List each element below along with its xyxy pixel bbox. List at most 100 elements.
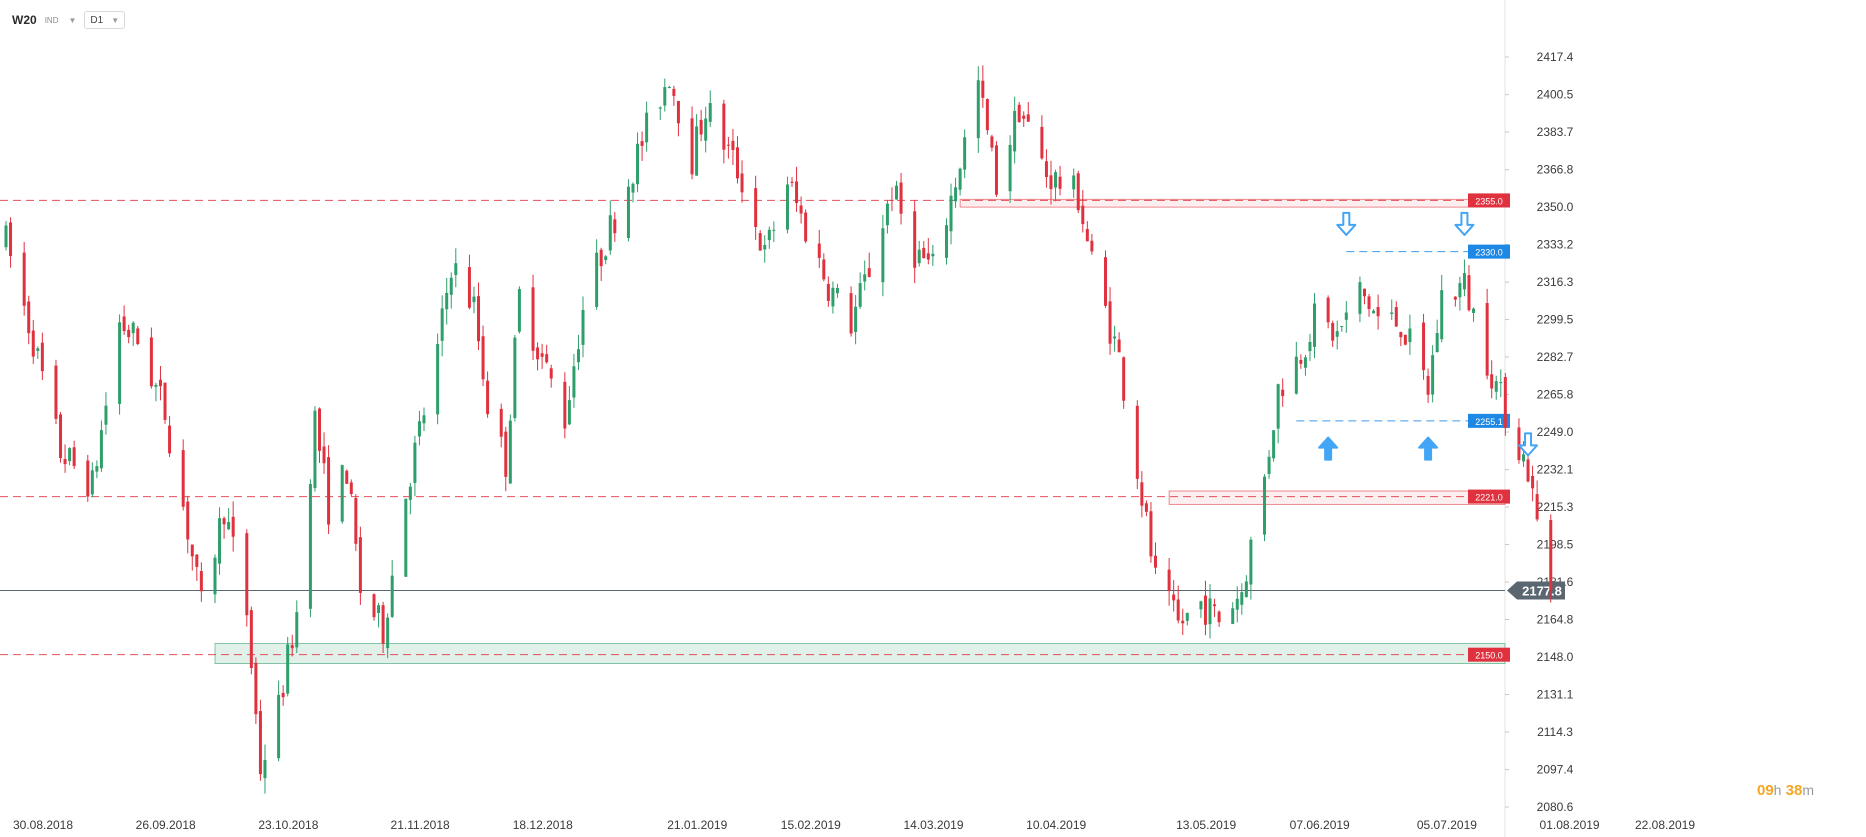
candle-body	[31, 330, 35, 357]
candle-body	[931, 253, 935, 257]
y-tick-label: 2400.5	[1537, 88, 1574, 102]
candle	[758, 230, 762, 251]
candle-body	[472, 296, 476, 303]
candle	[1090, 233, 1094, 255]
candle-body	[163, 382, 167, 420]
candle	[1499, 369, 1503, 398]
arrow-shape	[1418, 436, 1439, 461]
timeframe-select[interactable]: D1 ▼	[84, 11, 126, 29]
candle-body	[417, 421, 421, 437]
candle-body	[1303, 357, 1307, 368]
candle	[1440, 274, 1444, 343]
candle-body	[899, 182, 903, 214]
candle-body	[799, 205, 803, 214]
candle-body	[1344, 312, 1348, 320]
candle	[1058, 165, 1062, 196]
candle	[949, 183, 953, 245]
candle-body	[704, 118, 708, 141]
candle-body	[1435, 333, 1439, 353]
candle-body	[1281, 389, 1285, 397]
candle	[1135, 400, 1139, 490]
arrow-up-icon	[1318, 436, 1339, 461]
candle	[531, 274, 535, 361]
candle	[567, 385, 571, 426]
candle	[1494, 375, 1498, 400]
candle-body	[231, 516, 235, 537]
candle	[445, 277, 449, 325]
chevron-down-icon[interactable]: ▼	[68, 15, 77, 25]
candle-body	[1135, 405, 1139, 479]
candle	[517, 286, 521, 334]
candle	[785, 176, 789, 234]
candle-body	[354, 498, 358, 544]
candle-body	[90, 470, 94, 495]
candle-body	[195, 554, 199, 567]
candle-body	[1217, 611, 1221, 623]
candle	[9, 217, 13, 268]
candle-body	[699, 119, 703, 135]
y-tick-label: 2299.5	[1537, 313, 1574, 327]
candle-body	[944, 225, 948, 258]
candle-body	[1408, 328, 1412, 343]
candle-body	[1122, 357, 1126, 401]
candle	[508, 414, 512, 484]
candle	[1458, 276, 1462, 311]
candle	[658, 106, 662, 120]
candle-body	[1167, 569, 1171, 592]
candle-body	[636, 143, 640, 185]
candle-body	[436, 343, 440, 415]
candle-body	[1462, 273, 1466, 290]
candle-body	[917, 249, 921, 264]
candle-body	[104, 405, 108, 425]
y-tick-label: 2131.1	[1537, 688, 1574, 702]
symbol-label[interactable]: W20	[12, 13, 37, 27]
candle	[249, 606, 253, 675]
candle	[36, 346, 40, 359]
candle	[408, 482, 412, 515]
candle	[1240, 583, 1244, 615]
x-tick-label: 15.02.2019	[781, 818, 841, 832]
candle	[277, 680, 281, 762]
candle	[1235, 586, 1239, 623]
candle	[699, 109, 703, 142]
candle	[636, 132, 640, 193]
candle	[327, 445, 331, 534]
candle-body	[1072, 175, 1076, 190]
candle-body	[481, 336, 485, 380]
candle-body	[9, 222, 13, 257]
candle-body	[1503, 377, 1507, 428]
candle	[1294, 341, 1298, 395]
candle	[1044, 149, 1048, 188]
candle-body	[477, 296, 481, 342]
candle	[1403, 334, 1407, 346]
candle-body	[190, 544, 194, 557]
candle-body	[281, 692, 285, 698]
candle-body	[372, 594, 376, 618]
candle-body	[731, 140, 735, 150]
candle	[1176, 585, 1180, 624]
candle-body	[754, 188, 758, 227]
candle	[27, 295, 31, 345]
candle-body	[154, 384, 158, 387]
candle	[804, 209, 808, 244]
candle-body	[249, 610, 253, 668]
candle	[667, 85, 671, 89]
candle-body	[981, 80, 985, 98]
candle-body	[1017, 104, 1021, 123]
candle-body	[1485, 302, 1489, 376]
candle	[1008, 135, 1012, 204]
candle-body	[1294, 356, 1298, 394]
candle-body	[59, 414, 63, 459]
candle-body	[604, 256, 608, 261]
candle-body	[313, 410, 317, 488]
candle-countdown: 09h 38m	[1757, 782, 1814, 799]
candle	[536, 342, 540, 371]
candle-body	[68, 448, 72, 462]
candle	[1362, 288, 1366, 305]
candle-body	[381, 605, 385, 644]
candle-body	[1372, 310, 1376, 314]
candle-body	[199, 571, 203, 592]
candles	[4, 65, 1553, 794]
candle	[849, 286, 853, 337]
